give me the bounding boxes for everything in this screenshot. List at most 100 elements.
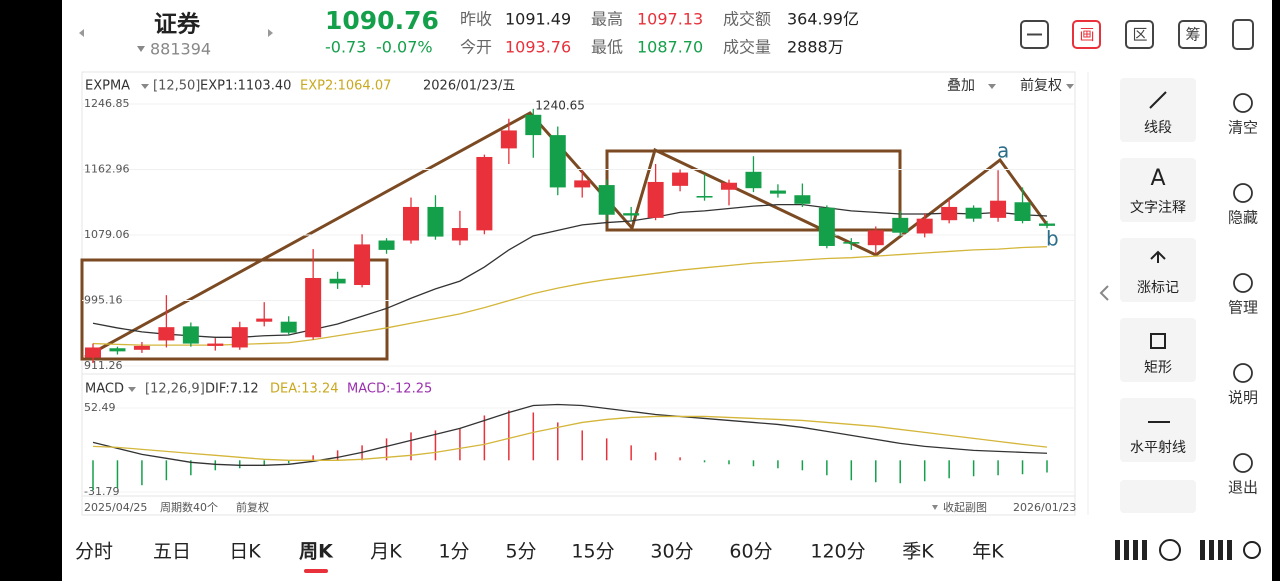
side-label[interactable]: 隐藏: [1228, 209, 1258, 227]
stat-label: 成交量: [723, 38, 771, 57]
y-tick-label: 52.49: [84, 401, 116, 414]
period-tab[interactable]: 年K: [972, 541, 1004, 563]
icon-bar: [1142, 540, 1147, 560]
icon-bar: [1227, 540, 1232, 560]
chart-date: 2026/01/23/五: [423, 79, 515, 94]
y-tick-label: 1079.06: [84, 228, 130, 241]
side-icon[interactable]: [1233, 453, 1253, 473]
collapse-button[interactable]: 收起副图: [943, 500, 987, 514]
stat-value: 1093.76: [505, 38, 571, 57]
candle-body: [280, 321, 297, 333]
candle-body: [85, 347, 101, 358]
candle-body: [451, 228, 468, 241]
period-tab[interactable]: 30分: [650, 541, 693, 563]
tool-card[interactable]: [1120, 398, 1196, 462]
tool-button[interactable]: [1072, 20, 1101, 49]
tool-label: 涨标记: [1137, 280, 1179, 296]
side-label[interactable]: 清空: [1228, 119, 1258, 137]
adjust-button[interactable]: 前复权: [1020, 77, 1062, 94]
tool-icon: [1150, 333, 1166, 349]
tool-card[interactable]: [1120, 78, 1196, 142]
next-arrow[interactable]: [268, 29, 273, 37]
icon-bar: [1218, 540, 1223, 560]
candle-body: [182, 326, 199, 344]
overlay-button[interactable]: 叠加: [947, 78, 975, 94]
candle-body: [623, 213, 640, 216]
side-label[interactable]: 退出: [1228, 479, 1258, 497]
period-tab[interactable]: 15分: [571, 541, 614, 563]
stat-label: 成交额: [723, 10, 771, 29]
candle-body: [843, 242, 860, 244]
macd-line: [92, 403, 1048, 466]
period-tab[interactable]: 120分: [810, 541, 865, 563]
collapse-caret: [932, 505, 938, 510]
period-tab[interactable]: 季K: [902, 541, 934, 563]
candle-body: [305, 277, 322, 338]
prev-arrow[interactable]: [79, 29, 84, 37]
side-icon[interactable]: [1233, 363, 1253, 383]
ma-line: [92, 246, 1048, 346]
period-tab[interactable]: 周K: [299, 541, 334, 563]
y-tick-label: -31.79: [84, 485, 119, 498]
period-tab[interactable]: 5分: [505, 541, 536, 563]
candle-body: [696, 196, 713, 198]
icon-bar: [1209, 540, 1214, 560]
tool-button[interactable]: [1020, 20, 1049, 49]
ma-line: [92, 203, 1048, 338]
tool-icon: A: [1150, 166, 1165, 191]
indicator: EXPMA: [85, 79, 130, 94]
overlay-caret: [988, 84, 996, 89]
bars-toggle[interactable]: [1115, 539, 1261, 561]
tool-card[interactable]: [1120, 158, 1196, 222]
candle-body: [476, 156, 493, 231]
collapse-arrow[interactable]: [1099, 285, 1109, 301]
side-icon[interactable]: [1233, 93, 1253, 113]
x-end-label: 2026/01/23: [1013, 501, 1076, 514]
code-caret: [137, 46, 145, 52]
period-tab[interactable]: 60分: [729, 541, 772, 563]
candle-body: [109, 348, 126, 352]
y-tick-label: 911.26: [84, 359, 123, 372]
candle-body: [818, 207, 835, 246]
adjust-caret: [1066, 84, 1074, 89]
period-tab[interactable]: 五日: [153, 541, 191, 563]
side-icon[interactable]: [1233, 183, 1253, 203]
candle-body: [403, 206, 419, 241]
period-tab[interactable]: 月K: [370, 541, 402, 563]
tool-button-label: 区: [1132, 26, 1147, 44]
side-label[interactable]: 管理: [1228, 299, 1258, 317]
indicator-caret[interactable]: [128, 387, 136, 392]
period-tab[interactable]: 分时: [75, 541, 113, 563]
stat-label: 最高: [591, 10, 623, 29]
candle-body: [745, 171, 762, 189]
x-start-label: 2025/04/25: [84, 501, 147, 514]
change-pct: -0.07%: [376, 38, 433, 57]
legend-entry: EXP1:1103.40: [200, 79, 291, 94]
stat-value: 1091.49: [505, 10, 571, 29]
side-label[interactable]: 说明: [1228, 389, 1258, 407]
drawn-segments: [84, 111, 1050, 359]
tool-card[interactable]: [1120, 480, 1196, 513]
y-tick-label: 1162.96: [84, 162, 130, 175]
phone-button[interactable]: [1232, 19, 1254, 50]
candle-body: [1039, 223, 1055, 226]
footer-adjust: 前复权: [236, 500, 269, 514]
period-tab[interactable]: 1分: [438, 541, 469, 563]
macd-line: [92, 415, 1048, 461]
indicator-caret[interactable]: [141, 84, 149, 89]
candle-body: [207, 343, 224, 346]
side-icon[interactable]: [1233, 273, 1253, 293]
tool-button[interactable]: [1178, 20, 1207, 49]
icon-bar: [1133, 540, 1138, 560]
legend-entry: DEA:13.24: [270, 382, 339, 397]
stat-value: 1087.70: [637, 38, 703, 57]
y-tick-label: 1246.85: [84, 97, 130, 110]
candle-body: [500, 130, 517, 149]
tool-card[interactable]: [1120, 238, 1196, 302]
candle-body: [158, 327, 175, 341]
period-tab[interactable]: 日K: [229, 541, 261, 563]
tool-button[interactable]: [1125, 20, 1154, 49]
tool-card[interactable]: [1120, 318, 1196, 382]
